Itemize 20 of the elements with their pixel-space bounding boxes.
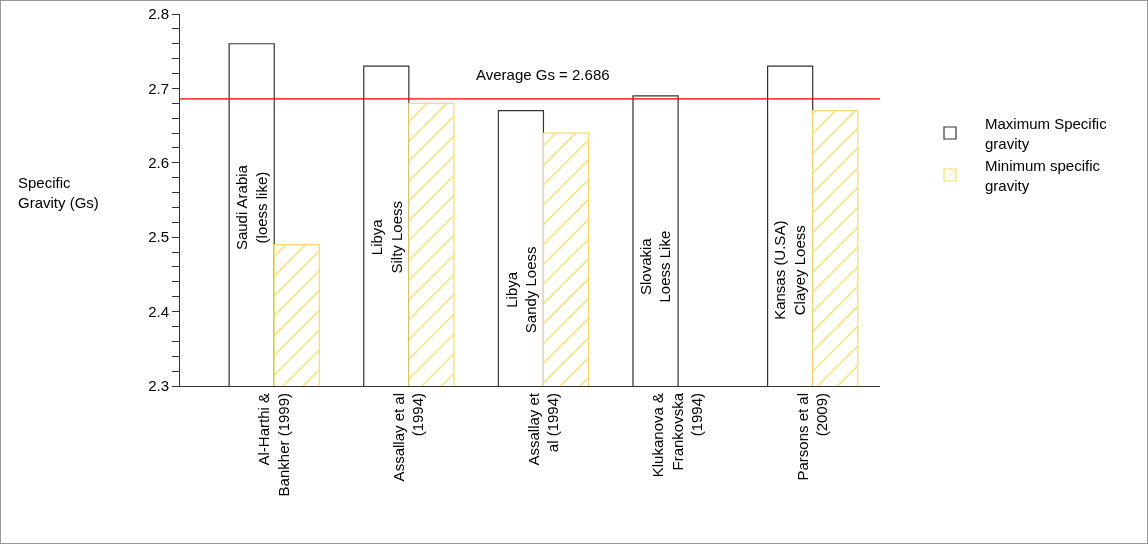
x-tick-label: Assallay et al (1994) — [389, 393, 427, 482]
annotation: Slovakia Loess Like — [636, 230, 674, 303]
y-tick-label: 2.6 — [148, 154, 169, 172]
annotation: Kansas (U.SA) Clayey Loess — [771, 220, 808, 320]
annotation: Libya Silty Loess — [368, 200, 405, 274]
y-tick-label: 2.7 — [148, 79, 169, 97]
ref-line-label: Average Gs = 2.686 — [476, 66, 610, 83]
x-tick-label: Parsons et al (2009) — [793, 393, 831, 481]
annotation: Libya Sandy Loess — [502, 246, 540, 334]
annotation: Saudi Arabia (loess like) — [233, 164, 270, 251]
x-tick-label: Assallay et al (1994) — [524, 392, 562, 466]
y-tick-label: 2.5 — [148, 228, 169, 246]
legend-label: Maximum Specific gravity — [985, 115, 1108, 152]
x-tick-label: Klukanova & Frankovska (1994) — [649, 392, 706, 478]
x-tick-label: Al-Harthi & Bankher (1999) — [255, 393, 292, 497]
y-tick-label: 2.3 — [148, 377, 169, 395]
y-tick-label: 2.4 — [148, 302, 169, 320]
y-tick-label: 2.8 — [148, 5, 169, 23]
text: Minimum specific gravity — [985, 157, 1101, 194]
y-axis-title: Specific Gravity (Gs) — [18, 174, 99, 211]
